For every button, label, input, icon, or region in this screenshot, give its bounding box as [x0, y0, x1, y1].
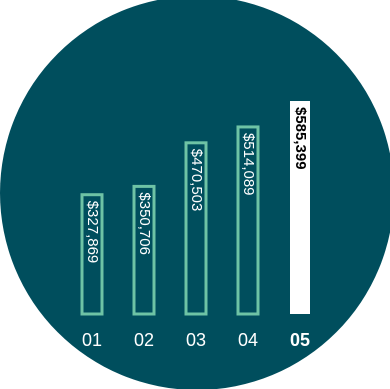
bar-value-label-01: $327,869	[84, 201, 101, 264]
tick-label-01: 01	[82, 330, 102, 350]
tick-label-05: 05	[290, 330, 310, 350]
tick-label-02: 02	[134, 330, 154, 350]
bar-01	[80, 193, 104, 316]
tick-label-03: 03	[186, 330, 206, 350]
bar-value-label-03: $470,503	[188, 149, 205, 212]
tick-label-04: 04	[238, 330, 258, 350]
bar-03	[184, 141, 208, 316]
bar-value-label-02: $350,706	[136, 192, 153, 255]
bar-05	[290, 101, 310, 314]
bar-02	[132, 184, 156, 316]
bar-value-label-04: $514,089	[240, 133, 257, 196]
bar-04	[236, 125, 260, 316]
bar-value-label-05: $585,399	[292, 107, 309, 170]
bars-layer: $327,869 01 $350,706 02 $470,503 03 $514,089 04…	[80, 101, 310, 350]
